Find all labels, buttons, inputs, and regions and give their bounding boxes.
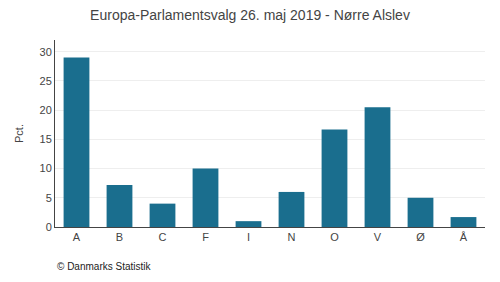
svg-text:0: 0 [46,221,52,233]
svg-text:30: 30 [40,46,52,58]
svg-text:B: B [116,231,123,243]
svg-text:15: 15 [40,133,52,145]
svg-text:N: N [288,231,296,243]
svg-text:Ø: Ø [416,231,425,243]
svg-text:20: 20 [40,104,52,116]
svg-text:Europa-Parlamentsvalg 26. maj: Europa-Parlamentsvalg 26. maj 2019 - Nør… [90,7,410,23]
svg-text:O: O [330,231,339,243]
svg-text:25: 25 [40,75,52,87]
svg-text:Pct.: Pct. [13,124,25,143]
svg-text:V: V [374,231,382,243]
svg-text:A: A [73,231,81,243]
svg-text:5: 5 [46,192,52,204]
svg-text:F: F [202,231,209,243]
svg-text:I: I [247,231,250,243]
svg-text:© Danmarks Statistik: © Danmarks Statistik [57,261,152,272]
svg-text:10: 10 [40,162,52,174]
svg-text:C: C [159,231,167,243]
svg-text:Å: Å [460,231,468,243]
